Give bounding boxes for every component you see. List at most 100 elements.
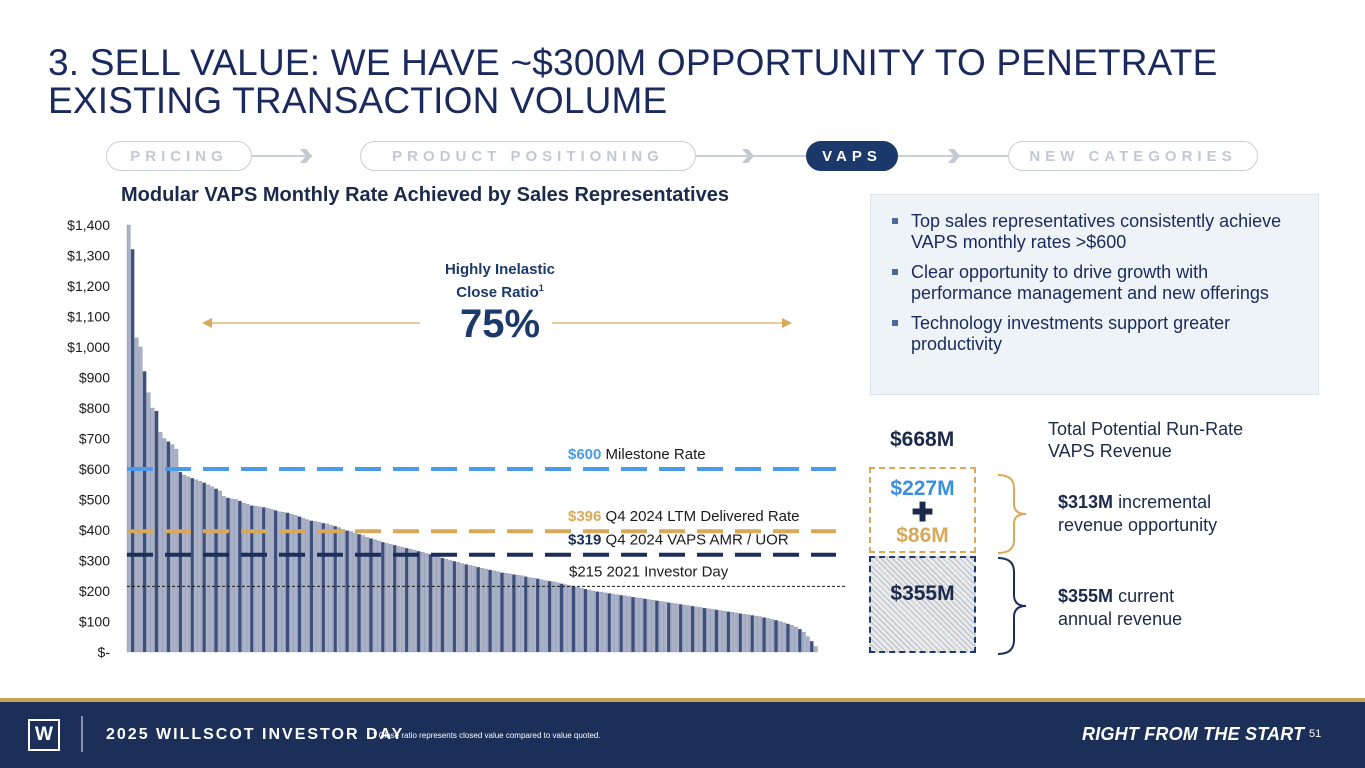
bar (400, 547, 405, 653)
bar (293, 515, 298, 653)
y-tick-label: $600 (79, 461, 110, 477)
bar (603, 592, 608, 653)
event-name: 2025 WILLSCOT INVESTOR DAY (106, 726, 405, 743)
bar (805, 636, 810, 653)
bar (146, 392, 151, 653)
close-ratio-label: Highly Inelastic Close Ratio1 (420, 261, 580, 302)
bar (774, 620, 778, 653)
total-revenue-label: Total Potential Run-Rate VAPS Revenue (1048, 418, 1243, 462)
current-revenue-text2: annual revenue (1058, 609, 1183, 629)
bar (162, 438, 167, 653)
footer-accent-line (0, 698, 1365, 702)
bar (337, 527, 342, 653)
key-points-box: Top sales representatives consistently a… (870, 194, 1319, 395)
y-tick-label: $300 (79, 553, 110, 569)
bar (206, 484, 210, 653)
incremental-revenue-note: $313M incremental revenue opportunity (1058, 491, 1217, 537)
bar (142, 371, 147, 653)
bar (373, 539, 377, 653)
bar (214, 488, 218, 653)
bar (714, 609, 719, 653)
bar (182, 474, 187, 653)
incremental-revenue-text2: revenue opportunity (1058, 515, 1218, 535)
bar (317, 522, 322, 653)
bar (412, 549, 417, 653)
y-tick-label: $1,100 (67, 309, 110, 325)
bar (571, 586, 576, 653)
bar (643, 598, 647, 653)
bar (639, 598, 643, 653)
vaps-opportunity-value: $227M (890, 477, 955, 500)
bar (480, 567, 484, 653)
bar (631, 596, 635, 653)
bar (194, 479, 199, 653)
chevron-right-icon (300, 149, 312, 163)
bar (738, 613, 743, 653)
tagline: RIGHT FROM THE START (1082, 724, 1305, 744)
bar (623, 595, 627, 653)
bar (670, 603, 675, 653)
footnote: 1 Close ratio represents closed value co… (372, 731, 601, 740)
gold-brace-icon (997, 474, 1027, 554)
bar (595, 591, 600, 653)
bar (730, 612, 735, 653)
bar (813, 646, 818, 653)
bar (678, 604, 683, 653)
bar (345, 530, 349, 653)
reference-value: $600 (568, 446, 606, 463)
bar (420, 552, 425, 653)
reference-label: $319 Q4 2024 VAPS AMR / UOR (568, 532, 789, 549)
stepper-connector (252, 155, 312, 157)
bar (492, 570, 496, 653)
key-point-text: Top sales representatives consistently a… (911, 211, 1282, 252)
bar (321, 523, 326, 653)
close-ratio-label-line2: Close Ratio (456, 284, 539, 301)
chevron-right-icon (948, 149, 960, 163)
bar (567, 585, 572, 653)
current-revenue-text1: current (1118, 586, 1175, 606)
bar (273, 510, 278, 653)
bar (226, 497, 230, 653)
bar (249, 505, 254, 653)
bar (516, 574, 520, 653)
bar (341, 529, 345, 653)
bar (742, 614, 747, 653)
bar (460, 563, 465, 653)
bar (202, 482, 206, 653)
reference-text: Q4 2024 LTM Delivered Rate (606, 508, 800, 525)
bar (770, 619, 774, 653)
bar (245, 504, 250, 653)
bar (186, 476, 191, 653)
bar-chart: $- $100 $200 $300 $400 $500 $600 $700 $800 $900 $1… (67, 217, 846, 660)
bar (591, 590, 596, 653)
brace-icons (997, 474, 1027, 655)
bar (766, 618, 770, 653)
bar (801, 632, 806, 653)
bar (218, 490, 222, 653)
y-tick-label: $1,200 (67, 278, 110, 294)
bar (655, 600, 659, 653)
bar (508, 573, 512, 653)
bar (468, 565, 473, 653)
bar (452, 561, 457, 653)
bar (396, 546, 401, 653)
bar (504, 573, 508, 653)
bullet-square-icon (892, 218, 898, 224)
bar (178, 471, 183, 653)
bar (535, 578, 540, 653)
bar (357, 534, 361, 653)
total-revenue-label-line2: VAPS Revenue (1048, 441, 1172, 461)
bar (758, 616, 762, 653)
y-tick-label: $1,400 (67, 217, 110, 233)
reference-text: Q4 2024 VAPS AMR / UOR (606, 532, 789, 549)
bar (138, 346, 143, 653)
footnote-marker: 1 (538, 283, 544, 293)
bar (539, 579, 544, 653)
bar (786, 623, 790, 653)
bar (484, 568, 488, 653)
bar (285, 512, 290, 653)
footer: W 2025 WILLSCOT INVESTOR DAY 1 Close rat… (0, 702, 1365, 768)
chevron-right-icon (742, 149, 754, 163)
total-revenue-value: $668M (890, 428, 955, 451)
y-tick-label: $400 (79, 522, 110, 538)
